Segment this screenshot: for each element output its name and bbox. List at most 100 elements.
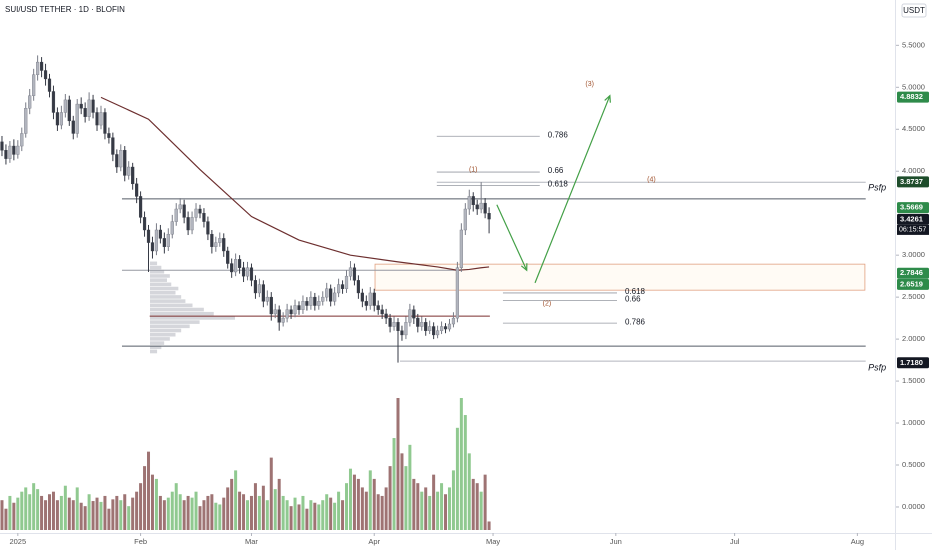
- volume-bar: [48, 494, 52, 530]
- price-tag-label: 3.5669: [900, 203, 923, 212]
- volume-bar: [226, 487, 230, 530]
- candle-body: [471, 196, 475, 206]
- candle-body: [348, 267, 353, 277]
- candle-body: [146, 229, 151, 243]
- volume-bar: [63, 485, 67, 530]
- candle-body: [79, 103, 83, 109]
- candle-body: [24, 108, 28, 134]
- volume-bar: [487, 521, 491, 530]
- currency[interactable]: USDT: [903, 6, 925, 15]
- candle-body: [336, 284, 341, 294]
- volume-bar: [242, 494, 246, 530]
- volume-bar: [83, 506, 87, 530]
- volume-profile-bar: [150, 295, 182, 299]
- candle-body: [222, 238, 226, 252]
- candle-body: [459, 229, 463, 268]
- volume-bar: [432, 474, 436, 530]
- volume-bar: [293, 497, 297, 530]
- volume-bar: [75, 487, 79, 530]
- candle-body: [107, 133, 111, 138]
- candle-body: [43, 70, 48, 80]
- price-tag-label: 3.8737: [900, 177, 923, 186]
- volume-bar: [55, 500, 59, 530]
- volume-bar: [289, 506, 293, 530]
- candle-body: [142, 217, 147, 231]
- candle-body: [28, 95, 32, 109]
- price-tag: [897, 213, 929, 225]
- volume-bar: [305, 508, 309, 530]
- currency-box[interactable]: [901, 3, 927, 18]
- volume-bar: [238, 491, 242, 530]
- candle-body: [376, 305, 380, 310]
- volume-bar: [348, 468, 352, 530]
- price-tag: [897, 202, 929, 214]
- candle-body: [344, 275, 349, 289]
- candle-body: [404, 322, 408, 336]
- volume-bar: [107, 508, 111, 530]
- volume-bar: [396, 398, 400, 530]
- volume-bar: [467, 453, 471, 530]
- volume-bar: [301, 495, 305, 530]
- candle-body: [435, 330, 440, 336]
- candle-body: [218, 238, 222, 243]
- candle-body: [95, 112, 99, 126]
- volume-bar: [444, 494, 448, 530]
- volume-bar: [99, 501, 103, 530]
- volume-bar: [285, 500, 289, 530]
- candle-body: [372, 292, 376, 306]
- candle-body: [432, 326, 436, 336]
- candle-body: [321, 296, 325, 302]
- candle-body: [313, 296, 317, 306]
- candle-body: [443, 326, 448, 330]
- candle-body: [257, 284, 261, 294]
- volume-bar: [447, 487, 451, 530]
- volume-bar: [111, 499, 115, 530]
- x-tick-label: Aug: [851, 537, 864, 546]
- candle-body: [408, 309, 412, 323]
- volume-bar: [40, 495, 44, 530]
- candle-body: [12, 145, 16, 155]
- candle-body: [4, 150, 8, 159]
- volume-profile-bar: [150, 324, 190, 329]
- candle-body: [55, 112, 60, 126]
- volume-bar: [352, 474, 356, 530]
- candle-body: [439, 326, 444, 331]
- volume-bar: [51, 491, 55, 530]
- candle-body: [190, 217, 194, 231]
- candle-body: [99, 112, 103, 126]
- price-tag-label: 2.6519: [900, 279, 923, 288]
- candle-body: [333, 292, 337, 302]
- x-tick-label: Jun: [610, 537, 622, 546]
- candle-body: [380, 309, 384, 315]
- volume-bar: [91, 501, 95, 530]
- wave-label: (1): [469, 166, 478, 173]
- volume-profile-bar: [150, 337, 170, 341]
- countdown: 06:15:57: [899, 227, 926, 234]
- volume-bar: [202, 500, 206, 530]
- annotation: Psfp: [868, 362, 886, 372]
- candle-body: [36, 61, 40, 75]
- volume-profile-bar: [150, 269, 165, 274]
- volume-bar: [475, 483, 479, 530]
- volume-bar: [337, 491, 341, 530]
- volume-profile-bar: [150, 311, 214, 316]
- volume-bar: [257, 495, 261, 530]
- volume-profile-bar: [150, 290, 176, 295]
- candle-body: [67, 99, 71, 122]
- candle-body: [289, 309, 293, 315]
- volume-bar: [79, 502, 83, 530]
- fib-label: 0.66: [548, 166, 564, 175]
- candle-body: [281, 317, 285, 323]
- volume-bar: [428, 495, 432, 530]
- countdown-box: [897, 224, 929, 235]
- volume-bar: [115, 495, 119, 530]
- y-tick-label: 0.5000: [902, 460, 925, 469]
- volume-profile-bar: [150, 349, 158, 354]
- volume-bar: [162, 500, 166, 530]
- candle-body: [368, 292, 372, 306]
- volume-bar: [297, 504, 301, 530]
- fib-label: 0.618: [548, 180, 569, 189]
- volume-bar: [4, 508, 8, 530]
- volume-bar: [392, 438, 396, 530]
